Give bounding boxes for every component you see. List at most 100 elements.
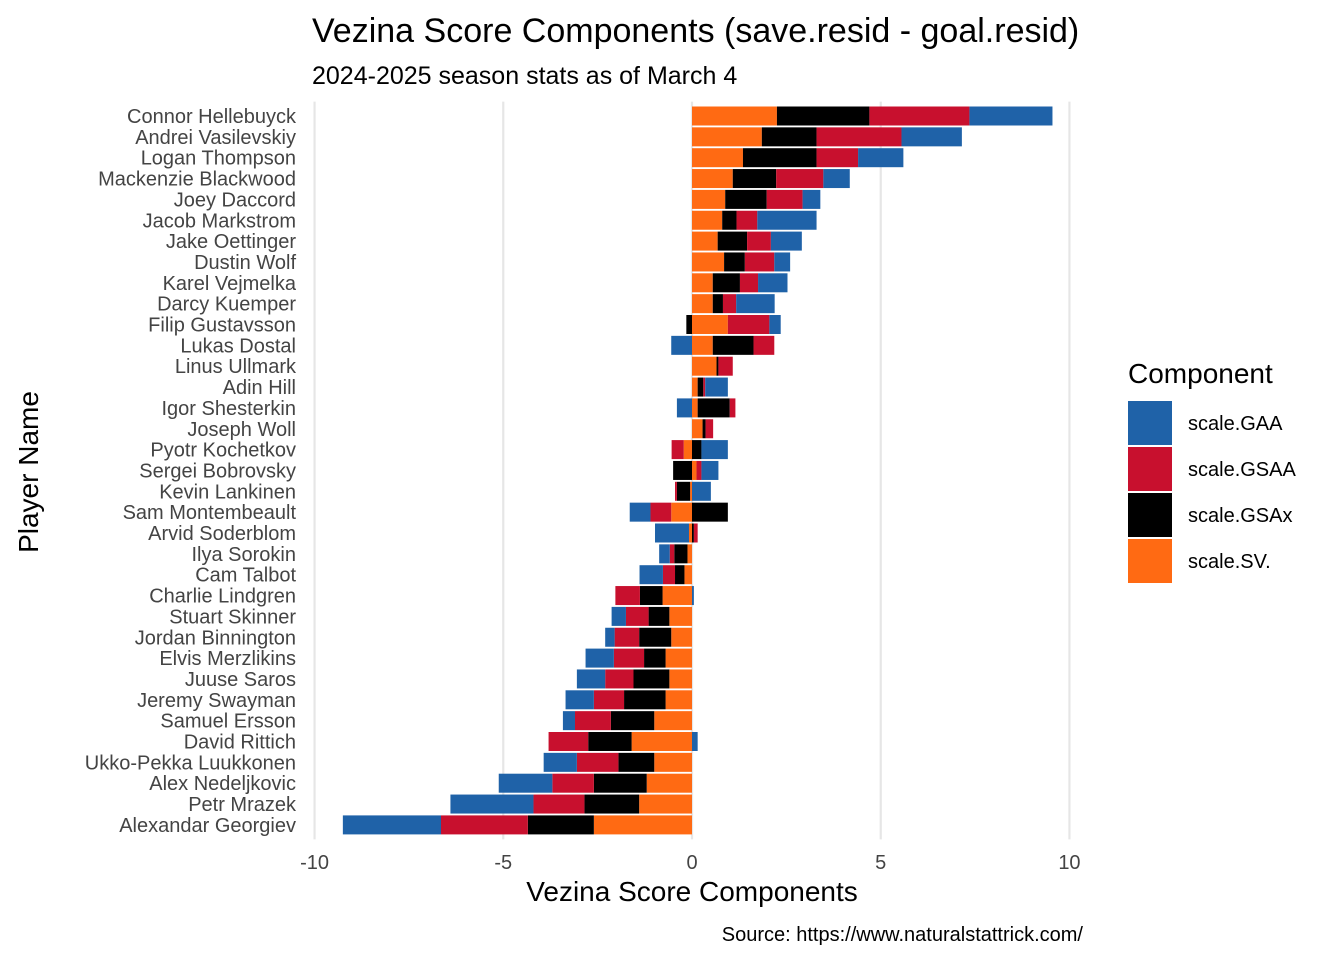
y-tick-label: Petr Mrazek [188, 794, 297, 816]
bar-sergei-bobrovsky-scale-gaa [701, 460, 719, 480]
bar-elvis-merzlikins-scale-gsaa [613, 648, 645, 668]
y-tick-label: Alexandar Georgiev [119, 815, 296, 837]
bar-stuart-skinner-scale-gsax [648, 606, 670, 626]
bar-samuel-ersson-scale-gaa [562, 711, 575, 731]
legend-swatch-scale-gsaa [1128, 447, 1172, 491]
y-tick-label: Filip Gustavsson [148, 315, 296, 337]
y-tick-label: Sam Montembeault [123, 502, 297, 524]
y-tick-label: Logan Thompson [141, 148, 296, 170]
bar-jordan-binnington-scale-sv [671, 627, 692, 647]
bar-logan-thompson-scale-sv [692, 148, 743, 168]
chart-subtitle: 2024-2025 season stats as of March 4 [312, 62, 737, 90]
bar-joey-daccord-scale-sv [692, 189, 726, 209]
bar-jordan-binnington-scale-gsaa [614, 627, 640, 647]
bar-sam-montembeault-scale-gaa [629, 502, 651, 522]
bar-darcy-kuemper-scale-gaa [736, 294, 775, 314]
bar-alexandar-georgiev-scale-sv [593, 815, 692, 835]
bar-joseph-woll-scale-sv [692, 419, 703, 439]
bar-darcy-kuemper-scale-gsaa [722, 294, 737, 314]
bar-elvis-merzlikins-scale-gaa [585, 648, 614, 668]
bar-pyotr-kochetkov-scale-gsaa [671, 440, 684, 460]
bar-lukas-dostal-scale-sv [692, 335, 713, 355]
legend-items: scale.GAA scale.GSAA scale.GSAx scale.SV. [1128, 401, 1296, 583]
y-tick-label: Cam Talbot [195, 565, 296, 587]
bar-alex-nedeljkovic-scale-gaa [498, 773, 553, 793]
bar-jake-oettinger-scale-gsax [717, 231, 748, 251]
y-tick-label: Jordan Binnington [135, 627, 296, 649]
bar-sergei-bobrovsky-scale-gsax [673, 460, 692, 480]
bar-stuart-skinner-scale-sv [669, 606, 692, 626]
bar-kevin-lankinen-scale-sv [690, 481, 692, 501]
bar-igor-shesterkin-scale-gsaa [729, 398, 736, 418]
bar-logan-thompson-scale-gsax [742, 148, 817, 168]
bar-petr-mrazek-scale-gsaa [533, 794, 585, 814]
y-tick-label: Jeremy Swayman [137, 690, 296, 712]
bar-ilya-sorokin-scale-gsaa [669, 544, 675, 564]
bar-david-rittich-scale-gsaa [548, 732, 589, 751]
bar-alex-nedeljkovic-scale-gsax [593, 773, 647, 793]
bar-mackenzie-blackwood-scale-gsax [732, 169, 777, 189]
y-tick-label: Stuart Skinner [169, 606, 296, 628]
y-tick-label: Dustin Wolf [194, 252, 296, 274]
bar-lukas-dostal-scale-gaa [671, 335, 692, 355]
bar-sam-montembeault-scale-sv [671, 502, 692, 522]
y-tick-label: Jacob Markstrom [143, 210, 296, 232]
bar-andrei-vasilevskiy-scale-gsax [761, 127, 817, 147]
bar-joey-daccord-scale-gsax [725, 189, 767, 209]
y-tick-label: Joey Daccord [174, 189, 296, 211]
y-tick-label: Pyotr Kochetkov [150, 440, 296, 462]
y-tick-label: Adin Hill [223, 377, 296, 399]
x-tick-label: 0 [686, 852, 697, 874]
bar-karel-vejmelka-scale-gsaa [739, 273, 759, 293]
bar-karel-vejmelka-scale-gaa [758, 273, 788, 293]
bar-linus-ullmark-scale-gsaa [718, 356, 733, 376]
bar-darcy-kuemper-scale-sv [692, 294, 713, 314]
legend-swatch-scale-gsax [1128, 493, 1172, 537]
bar-joseph-woll-scale-gsaa [705, 419, 714, 439]
bar-andrei-vasilevskiy-scale-gsaa [816, 127, 902, 147]
bar-filip-gustavsson-scale-gaa [769, 315, 781, 334]
bar-alexandar-georgiev-scale-gsax [527, 815, 594, 835]
y-axis-title: Player Name [13, 391, 44, 553]
legend-label-scale-gsax: scale.GSAx [1188, 505, 1292, 527]
bar-logan-thompson-scale-gaa [858, 148, 904, 168]
bar-cam-talbot-scale-gsax [675, 565, 685, 585]
y-tick-label: Linus Ullmark [175, 356, 297, 378]
y-tick-label: Alex Nedeljkovic [149, 773, 296, 795]
x-tick-label: 10 [1058, 852, 1080, 874]
legend-label-scale-gsaa: scale.GSAA [1188, 459, 1296, 481]
bar-connor-hellebuyck-scale-gaa [969, 106, 1053, 126]
bar-lukas-dostal-scale-gsaa [753, 335, 775, 355]
bar-jacob-markstrom-scale-sv [692, 210, 723, 230]
bar-ilya-sorokin-scale-sv [687, 544, 692, 564]
bar-dustin-wolf-scale-sv [692, 252, 725, 272]
bar-kevin-lankinen-scale-gsax [676, 481, 691, 501]
y-tick-label: David Rittich [184, 732, 296, 754]
bar-ilya-sorokin-scale-gaa [659, 544, 670, 564]
chart-title: Vezina Score Components (save.resid - go… [312, 12, 1079, 50]
bar-jake-oettinger-scale-sv [692, 231, 718, 251]
bar-charlie-lindgren-scale-gaa [692, 586, 694, 606]
x-tick-label: -10 [300, 852, 329, 874]
bar-andrei-vasilevskiy-scale-gaa [901, 127, 962, 147]
bar-jeremy-swayman-scale-gsax [624, 690, 666, 710]
chart-caption: Source: https://www.naturalstattrick.com… [722, 924, 1084, 946]
y-tick-label: Connor Hellebuyck [127, 106, 297, 128]
bar-elvis-merzlikins-scale-gsax [644, 648, 666, 668]
bar-karel-vejmelka-scale-sv [692, 273, 713, 293]
bar-jacob-markstrom-scale-gsax [722, 210, 737, 230]
legend-label-scale-gaa: scale.GAA [1188, 413, 1283, 435]
bar-ukko-pekka-luukkonen-scale-gsaa [576, 752, 619, 772]
bar-arvid-soderblom-scale-sv [688, 523, 692, 543]
bar-kevin-lankinen-scale-gaa [692, 481, 711, 501]
bar-linus-ullmark-scale-sv [692, 356, 717, 376]
bar-juuse-saros-scale-gsax [633, 669, 670, 689]
y-tick-label: Ukko-Pekka Luukkonen [85, 752, 296, 774]
bar-igor-shesterkin-scale-sv [692, 398, 698, 418]
bar-pyotr-kochetkov-scale-gsax [692, 440, 702, 460]
bar-cam-talbot-scale-gsaa [662, 565, 676, 585]
bar-adin-hill-scale-gsax [697, 377, 704, 397]
bar-arvid-soderblom-scale-gsaa [693, 523, 698, 543]
